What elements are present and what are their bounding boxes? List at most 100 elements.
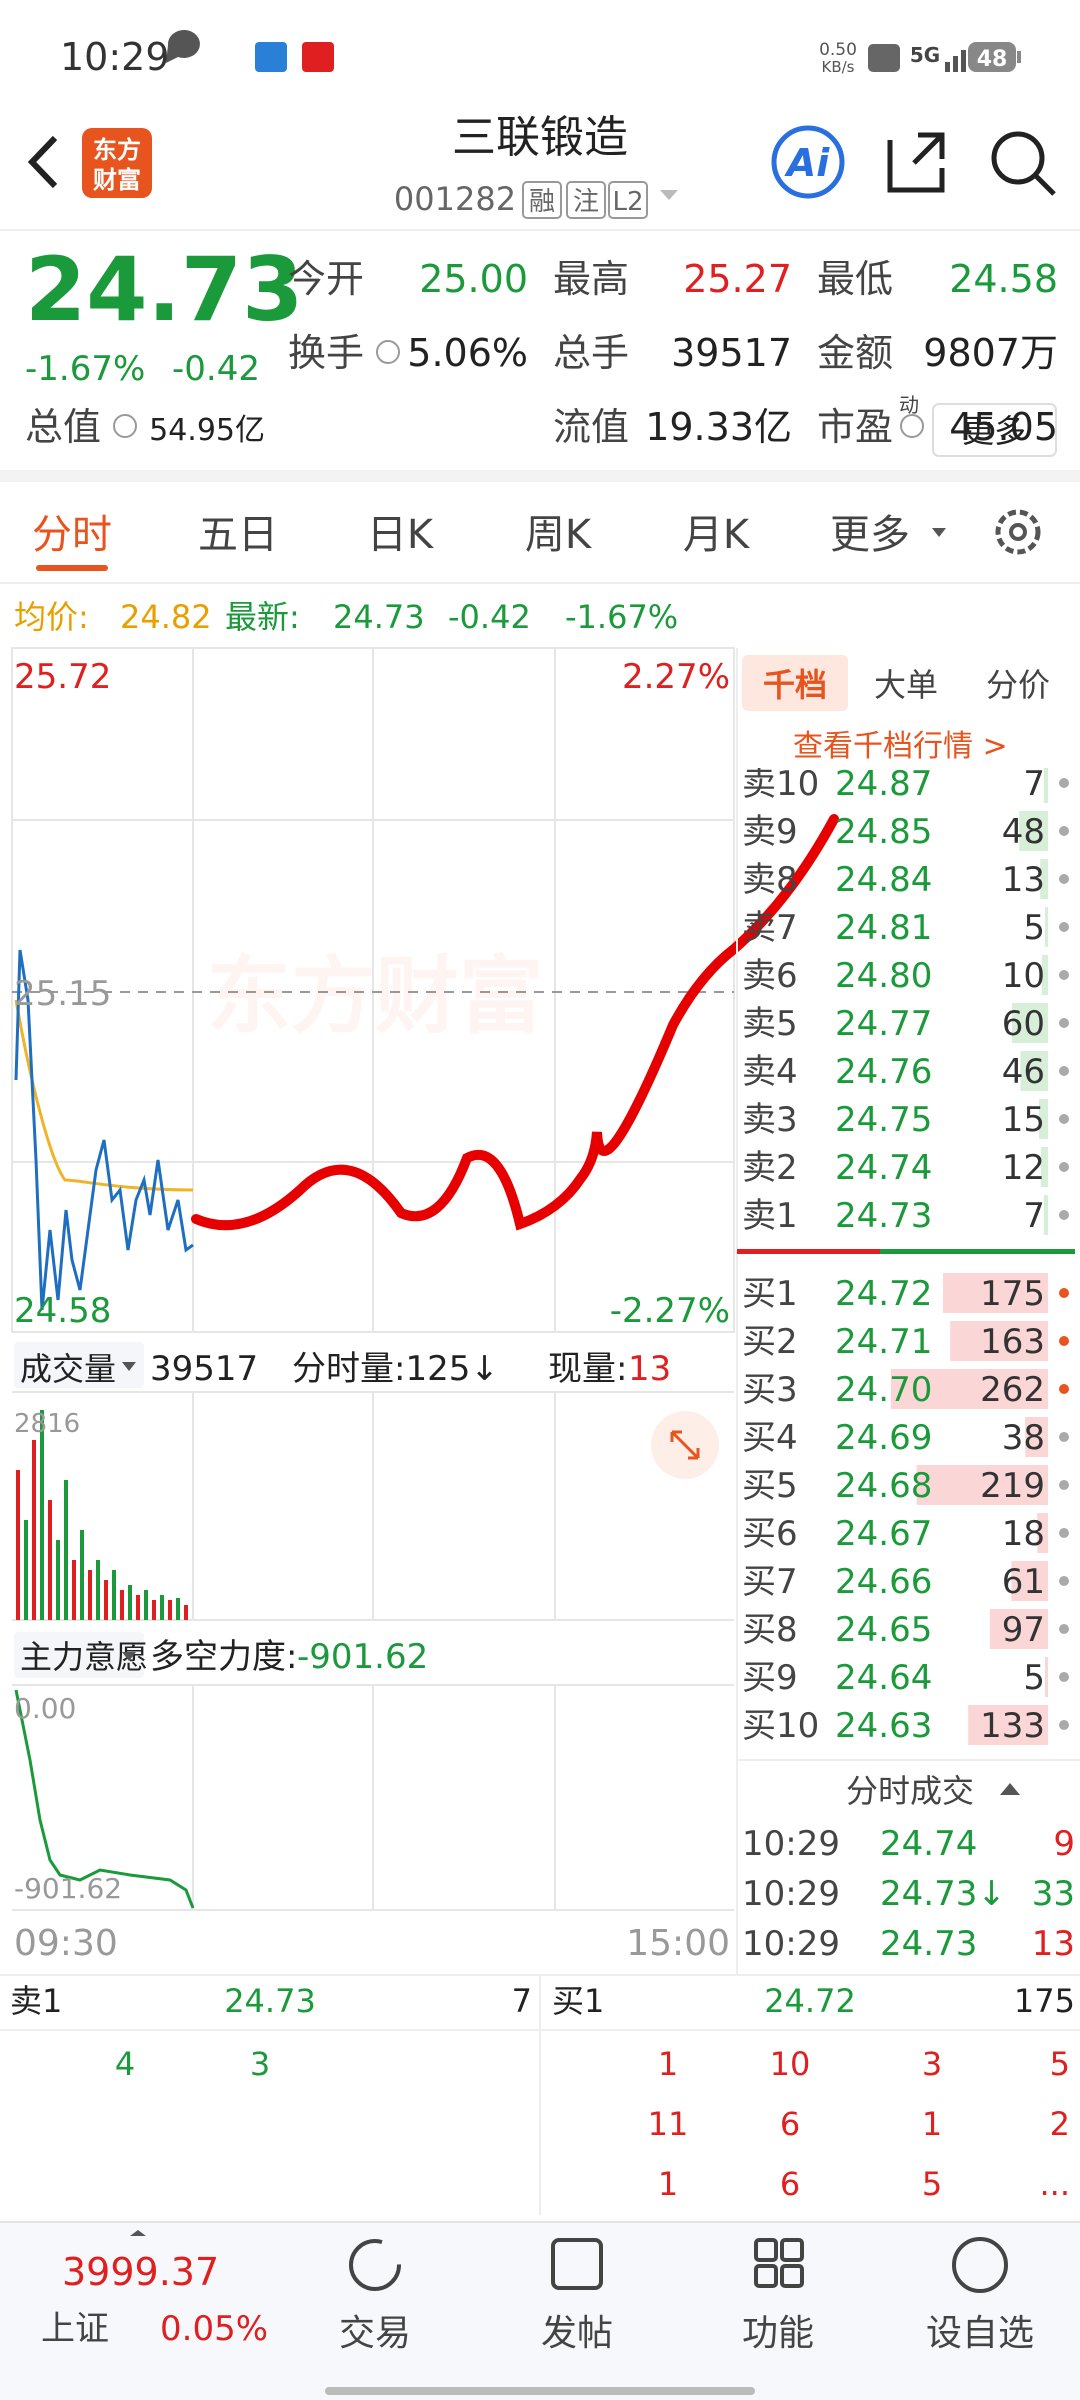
trade-price: 24.73↓ xyxy=(880,1874,1006,1914)
battery-level: 48 xyxy=(977,47,1008,72)
fav-icon[interactable] xyxy=(952,2237,1008,2293)
field-label: 金额 xyxy=(817,331,893,375)
queue-order: 4 xyxy=(115,2045,135,2083)
app-icon xyxy=(255,42,287,72)
book-label: 买5 xyxy=(742,1466,798,1506)
badge-box xyxy=(522,181,562,219)
tab-selected[interactable] xyxy=(742,655,848,711)
book-price: 24.75 xyxy=(835,1100,932,1140)
queue-order: 10 xyxy=(770,2045,811,2083)
field-value: 5.06% xyxy=(407,331,528,375)
dot xyxy=(1059,1210,1069,1220)
book-label: 卖7 xyxy=(742,908,798,948)
queue-order: 1 xyxy=(922,2105,942,2143)
nav-item[interactable]: 交易 xyxy=(339,2313,411,2354)
back-button[interactable] xyxy=(27,135,58,189)
book-label: 卖10 xyxy=(742,764,819,804)
ask-bid-bar xyxy=(737,1249,880,1254)
separator xyxy=(0,470,1080,482)
queue-volume: 175 xyxy=(1014,1982,1075,2020)
ask-bid-bar xyxy=(880,1249,1075,1254)
book-label: 卖3 xyxy=(742,1100,798,1140)
ai-label: Ai xyxy=(784,141,830,185)
tab: 周K xyxy=(525,512,593,558)
signal xyxy=(961,50,966,72)
func-icon[interactable] xyxy=(780,2264,804,2288)
volume-bar xyxy=(950,1321,1048,1361)
expand-arrow[interactable] xyxy=(130,2230,146,2236)
tab: 月K xyxy=(683,512,751,558)
nav-item[interactable]: 发帖 xyxy=(541,2313,613,2354)
sort-arrow[interactable] xyxy=(1000,1783,1020,1795)
info-icon xyxy=(113,414,137,438)
share-button[interactable] xyxy=(887,132,945,193)
book-volume: 15 xyxy=(1002,1100,1045,1140)
home-indicator xyxy=(325,2387,755,2395)
selector-box[interactable] xyxy=(14,1342,144,1388)
book-volume: 133 xyxy=(980,1706,1045,1746)
queue-order: 3 xyxy=(922,2045,942,2083)
y-top: 25.72 xyxy=(14,657,111,697)
field-value: 25.27 xyxy=(683,257,792,301)
book-volume: 38 xyxy=(1002,1418,1045,1458)
volume-bar xyxy=(1025,1417,1048,1457)
tab: 日K xyxy=(367,512,435,558)
book-price: 24.65 xyxy=(835,1610,932,1650)
book-label: 买8 xyxy=(742,1610,798,1650)
ai-button[interactable] xyxy=(771,125,845,199)
current: 13 xyxy=(628,1349,671,1389)
field-label: 今开 xyxy=(288,257,364,301)
price-line xyxy=(14,949,194,1311)
volume-bar xyxy=(1043,768,1048,803)
dot xyxy=(1059,1114,1069,1124)
dot xyxy=(1059,874,1069,884)
queue-order: 6 xyxy=(780,2105,800,2143)
settings-button[interactable] xyxy=(995,509,1041,555)
book-label: 买9 xyxy=(742,1658,798,1698)
func-icon[interactable] xyxy=(780,2238,804,2262)
trade-time: 10:29 xyxy=(742,1824,840,1864)
volume-bar xyxy=(1012,1003,1048,1043)
queue-label: 买1 xyxy=(552,1982,604,2020)
volume-bar xyxy=(176,1598,180,1620)
post-icon[interactable] xyxy=(551,2238,603,2290)
nav-item[interactable]: 功能 xyxy=(742,2313,814,2354)
battery xyxy=(968,42,1016,72)
dropdown[interactable] xyxy=(660,190,678,200)
book-volume: 12 xyxy=(1002,1148,1045,1188)
volume-bar xyxy=(890,1369,1048,1409)
network: 5G xyxy=(910,43,940,67)
volume-bar xyxy=(160,1595,164,1620)
volume-bar xyxy=(968,1705,1048,1745)
book-price: 24.71 xyxy=(835,1322,932,1362)
search-button[interactable] xyxy=(991,131,1045,185)
dot xyxy=(1059,1384,1069,1394)
volume-bar xyxy=(120,1590,124,1620)
settings-center xyxy=(1009,523,1027,541)
avg: 24.82 xyxy=(120,598,212,636)
volume-bar xyxy=(152,1600,156,1620)
hand-drawn-annotation xyxy=(191,814,839,1231)
net-speed: 0.50 xyxy=(819,40,857,60)
trade-icon[interactable] xyxy=(349,2239,401,2291)
more-button[interactable] xyxy=(932,403,1057,457)
indicator-line xyxy=(14,1689,195,1909)
selector-box[interactable] xyxy=(14,1632,144,1678)
book-price: 24.87 xyxy=(835,764,932,804)
field-label: 市盈 xyxy=(817,405,893,449)
func-icon[interactable] xyxy=(754,2238,778,2262)
volume-bar xyxy=(1040,859,1048,899)
tab: 分时 xyxy=(32,512,112,558)
nav-item[interactable]: 设自选 xyxy=(926,2313,1034,2354)
func-icon[interactable] xyxy=(754,2264,778,2288)
status-icons xyxy=(166,30,1021,72)
volume-bar xyxy=(1019,811,1048,851)
status-time: 10:29 xyxy=(60,35,170,79)
volume-bar xyxy=(32,1440,36,1620)
queue-volume: 7 xyxy=(512,1982,532,2020)
badge-box xyxy=(566,181,606,219)
dot xyxy=(1059,1480,1069,1490)
volume-bar xyxy=(989,1609,1048,1649)
book-tab: 大单 xyxy=(874,666,938,704)
field-label: 流值 xyxy=(553,405,629,449)
